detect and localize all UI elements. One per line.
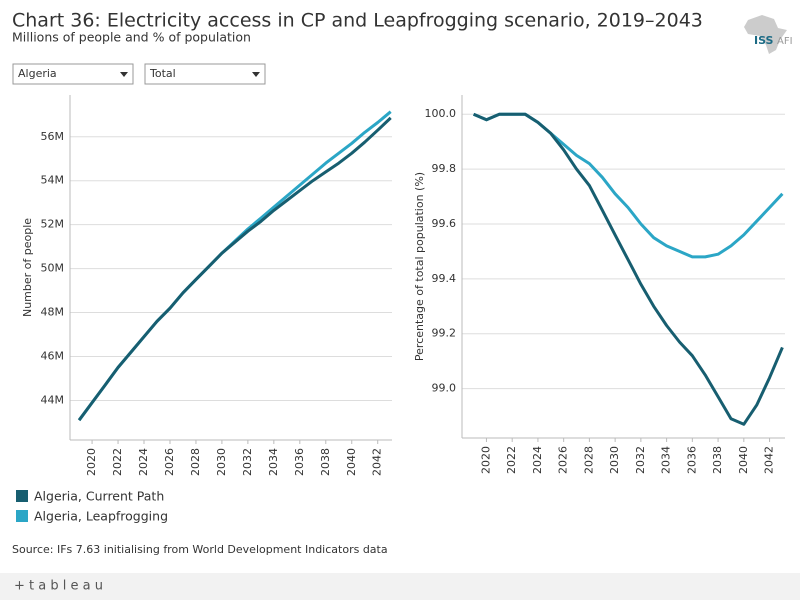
x-tick-label: 2036 — [293, 448, 306, 476]
title: Chart 36: Electricity access in CP and L… — [12, 10, 703, 32]
x-tick-label: 2022 — [111, 448, 124, 476]
y-tick-label: 99.6 — [432, 217, 457, 230]
logo-sub: AFI — [777, 36, 793, 47]
x-tick-label: 2034 — [267, 448, 280, 476]
x-tick-label: 2040 — [737, 446, 750, 474]
y-tick-label: 99.0 — [432, 382, 457, 395]
y-tick-label: 100.0 — [425, 107, 457, 120]
logo: ISS AFI — [744, 15, 793, 54]
x-tick-label: 2036 — [685, 446, 698, 474]
x-tick-label: 2030 — [608, 446, 621, 474]
filter-country[interactable]: Algeria — [12, 63, 134, 85]
y-tick-label: 48M — [41, 306, 65, 319]
series-line — [473, 112, 784, 259]
x-tick-label: 2022 — [505, 446, 518, 474]
africa-icon — [744, 15, 787, 54]
x-tick-label: 2030 — [215, 448, 228, 476]
y-tick-label: 99.2 — [432, 327, 457, 340]
x-tick-label: 2032 — [634, 446, 647, 474]
filter-measure[interactable]: Total — [144, 63, 266, 85]
series-line — [473, 112, 784, 426]
footer-bar — [0, 573, 800, 600]
x-tick-label: 2042 — [763, 446, 776, 474]
dropdown-value: Total — [149, 67, 176, 80]
legend-swatch — [16, 510, 28, 522]
dropdown[interactable] — [12, 63, 134, 85]
x-tick-label: 2028 — [189, 448, 202, 476]
x-tick-label: 2032 — [241, 448, 254, 476]
x-tick-label: 2020 — [85, 448, 98, 476]
y-tick-label: 52M — [41, 218, 65, 231]
logo-main: ISS — [754, 34, 774, 47]
legend-label: Algeria, Current Path — [34, 489, 164, 504]
x-tick-label: 2024 — [531, 446, 544, 474]
legend-swatch — [16, 490, 28, 502]
subtitle: Millions of people and % of population — [12, 30, 251, 45]
dropdown-arrow — [252, 72, 260, 77]
dropdown-value: Algeria — [18, 67, 57, 80]
source: Source: IFs 7.63 initialising from World… — [12, 543, 388, 556]
y-tick-label: 99.8 — [432, 162, 457, 175]
y-axis-label: Number of people — [21, 218, 34, 317]
x-tick-label: 2038 — [319, 448, 332, 476]
y-tick-label: 46M — [41, 349, 65, 362]
x-tick-label: 2034 — [660, 446, 673, 474]
x-tick-label: 2024 — [137, 448, 150, 476]
x-tick-label: 2038 — [711, 446, 724, 474]
y-tick-label: 99.4 — [432, 272, 457, 285]
x-tick-label: 2026 — [557, 446, 570, 474]
x-tick-label: 2042 — [371, 448, 384, 476]
y-tick-label: 54M — [41, 174, 65, 187]
series-line — [77, 116, 392, 422]
x-tick-label: 2026 — [163, 448, 176, 476]
y-tick-label: 50M — [41, 262, 65, 275]
y-tick-label: 56M — [41, 130, 65, 143]
dropdown[interactable] — [144, 63, 266, 85]
tableau-logo[interactable]: + t a b l e a u — [14, 579, 103, 594]
y-axis-label: Percentage of total population (%) — [413, 172, 426, 361]
x-tick-label: 2040 — [345, 448, 358, 476]
legend-label: Algeria, Leapfrogging — [34, 509, 168, 524]
dropdown-arrow — [120, 72, 128, 77]
y-tick-label: 44M — [41, 393, 65, 406]
x-tick-label: 2028 — [582, 446, 595, 474]
x-tick-label: 2020 — [479, 446, 492, 474]
